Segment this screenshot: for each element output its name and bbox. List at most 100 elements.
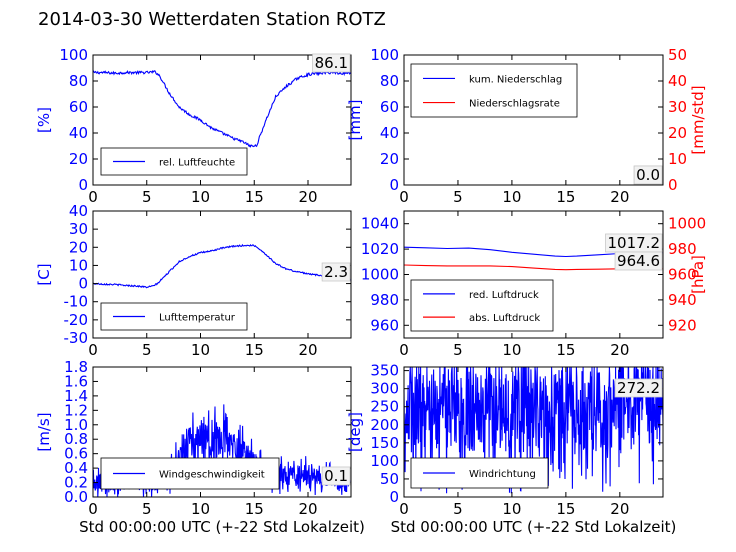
y-tick-label: 0 (78, 176, 88, 194)
y-tick-label: 60 (380, 98, 399, 116)
x-tick-label: 10 (502, 500, 521, 518)
x-tick-label: 0 (399, 500, 409, 518)
y-tick-label: 1.4 (64, 387, 88, 405)
chart-precipitation: 0 5 10 15 20 0 20 40 60 80 100 0 10 20 30 40 50 [mm] [mm/s… (346, 46, 707, 206)
y-tick-label: 1000 (361, 266, 399, 284)
y-tick-label: 1.2 (64, 401, 88, 419)
y-tick-label: 30 (69, 220, 88, 238)
legend-box (410, 63, 578, 118)
y-tick-label: 1040 (361, 215, 399, 233)
y-tick-label: 960 (370, 316, 399, 334)
y2-axis-label: [hPa] (689, 255, 707, 294)
y-tick-label: 80 (380, 72, 399, 90)
plot-frame (92, 210, 352, 339)
chart-wind-speed: 0 5 10 15 20 0.00.20.40.60.81.01.21.41.61.8 [m… (35, 358, 365, 536)
x-tick-label: 15 (556, 341, 575, 359)
x-tick-label: 0 (88, 341, 98, 359)
series-line-lufttemperatur (92, 243, 352, 289)
current-value-box (614, 251, 663, 271)
x-axis-label: Std 00:00:00 UTC (+-22 Std Lokalzeit) (391, 518, 677, 536)
x-tick-label: 0 (88, 500, 98, 518)
x-tick-label: 15 (245, 188, 264, 206)
y-axis-label: [%] (35, 107, 53, 133)
current-value-label: 0.0 (636, 166, 660, 184)
y-tick-label: 0.6 (64, 445, 88, 463)
current-value-box (614, 378, 663, 398)
current-value-box (312, 53, 351, 73)
y-tick-label: 0.2 (64, 474, 88, 492)
chart-temperature: 0 5 10 15 20-30-20-10010203040[C]Lufttempera… (35, 202, 352, 359)
y2-tick-label: 20 (668, 124, 687, 142)
legend-label: Niederschlagsrate (469, 99, 560, 110)
x-axis-label: Std 00:00:00 UTC (+-22 Std Lokalzeit) (79, 518, 365, 536)
plot-frame (92, 366, 352, 498)
current-value-label: 964.6 (617, 252, 660, 270)
x-tick-label: 20 (610, 188, 629, 206)
y-tick-label: 20 (380, 150, 399, 168)
y-tick-label: 40 (69, 202, 88, 220)
y-tick-label: 100 (370, 46, 399, 64)
x-tick-label: 20 (298, 500, 317, 518)
y2-tick-label: 40 (668, 72, 687, 90)
x-tick-label: 5 (142, 500, 152, 518)
y2-tick-label: 980 (668, 240, 697, 258)
y-tick-label: 0.0 (64, 488, 88, 506)
x-tick-label: 20 (610, 341, 629, 359)
legend-label: rel. Luftfeuchte (159, 158, 235, 169)
y-axis-label: [m/s] (35, 412, 53, 451)
y-tick-label: 60 (69, 98, 88, 116)
plot-frame (403, 54, 664, 186)
y2-tick-label: 1000 (668, 215, 706, 233)
y-tick-label: 20 (69, 238, 88, 256)
y-tick-label: 10 (69, 256, 88, 274)
y-tick-label: 20 (69, 150, 88, 168)
x-tick-label: 10 (502, 188, 521, 206)
x-tick-label: 5 (453, 341, 463, 359)
current-value-label: 1017.2 (608, 234, 661, 252)
y-tick-label: 200 (370, 416, 399, 434)
y-tick-label: 150 (370, 434, 399, 452)
legend-label: Windrichtung (469, 469, 536, 480)
current-value-label: 0.1 (324, 467, 348, 485)
y2-tick-label: 0 (668, 176, 678, 194)
y2-tick-label: 940 (668, 291, 697, 309)
x-tick-label: 20 (298, 188, 317, 206)
x-tick-label: 15 (245, 500, 264, 518)
x-tick-label: 5 (453, 500, 463, 518)
x-tick-label: 5 (142, 341, 152, 359)
legend-box (410, 279, 554, 332)
x-tick-label: 0 (88, 188, 98, 206)
x-tick-label: 10 (191, 188, 210, 206)
y-axis-label: [C] (35, 263, 53, 285)
x-tick-label: 10 (191, 500, 210, 518)
legend-label: abs. Luftdruck (469, 313, 540, 324)
current-value-label: 2.3 (324, 263, 348, 281)
x-tick-label: 20 (298, 341, 317, 359)
x-tick-label: 0 (399, 188, 409, 206)
y2-tick-label: 920 (668, 316, 697, 334)
x-tick-label: 15 (245, 341, 264, 359)
y-tick-label: 50 (380, 470, 399, 488)
y-axis-label: [mm] (346, 100, 364, 141)
y-tick-label: 1020 (361, 240, 399, 258)
current-value-box (321, 466, 351, 486)
y-tick-label: 0 (78, 275, 88, 293)
y-tick-label: 100 (370, 452, 399, 470)
y-tick-label: 40 (69, 124, 88, 142)
current-value-box (321, 262, 351, 282)
y-tick-label: 0 (389, 176, 399, 194)
page-title: 2014-03-30 Wetterdaten Station ROTZ (38, 9, 386, 30)
y-tick-label: 0 (389, 488, 399, 506)
y-tick-label: 250 (370, 398, 399, 416)
series-line-rel-luftfeuchte (92, 69, 352, 148)
y-tick-label: -10 (64, 293, 89, 311)
y-tick-label: 1.8 (64, 358, 88, 376)
y-tick-label: -30 (64, 329, 89, 347)
legend-label: red. Luftdruck (469, 290, 539, 301)
legend-label: Lufttemperatur (159, 313, 236, 324)
y-tick-label: 0.4 (64, 459, 88, 477)
y2-tick-label: 50 (668, 46, 687, 64)
x-tick-label: 5 (453, 188, 463, 206)
